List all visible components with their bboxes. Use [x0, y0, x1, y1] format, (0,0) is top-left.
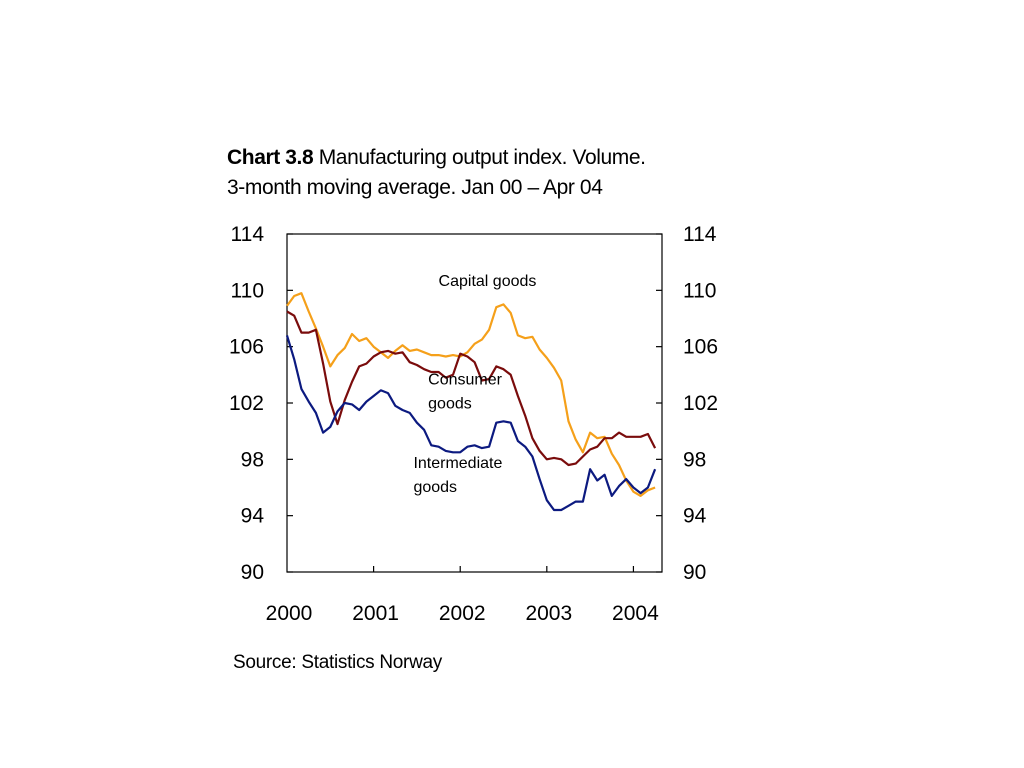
y-tick-label-left: 98	[241, 448, 264, 471]
y-tick-label-left: 106	[229, 336, 264, 359]
series-label: Consumer	[428, 372, 502, 389]
series-line-intermediate-goods	[285, 335, 657, 512]
y-tick-label-right: 102	[683, 392, 718, 415]
x-tick-label: 2004	[612, 602, 659, 625]
y-tick-label-right: 98	[683, 448, 706, 471]
y-tick-label-left: 110	[231, 279, 264, 302]
series-label: Capital goods	[439, 273, 537, 290]
x-tick-label: 2000	[266, 602, 313, 625]
y-tick-label-left: 102	[229, 392, 264, 415]
y-tick-label-right: 94	[683, 505, 707, 528]
series-line-capital-goods	[286, 292, 656, 497]
y-tick-label-left: 90	[241, 561, 264, 584]
y-tick-label-right: 114	[683, 223, 717, 246]
series-label: Intermediate	[413, 455, 502, 472]
chart-title: Chart 3.8 Manufacturing output index. Vo…	[227, 143, 747, 203]
x-tick-label: 2003	[525, 602, 572, 625]
y-tick-label-right: 110	[683, 279, 716, 302]
source-note: Source: Statistics Norway	[233, 652, 442, 673]
series-label: goods	[413, 479, 457, 496]
y-tick-label-right: 106	[683, 336, 718, 359]
x-tick-label: 2002	[439, 602, 486, 625]
x-tick-label: 2001	[352, 602, 399, 625]
y-tick-label-left: 114	[231, 223, 265, 246]
series-label: goods	[428, 396, 472, 413]
chart-subtitle: 3-month moving average. Jan 00 – Apr 04	[227, 176, 603, 199]
chart-title-text: Manufacturing output index. Volume.	[318, 146, 646, 169]
series-line-consumer-goods	[286, 310, 657, 467]
chart-number: Chart 3.8	[227, 146, 314, 169]
y-tick-label-left: 94	[241, 505, 265, 528]
y-tick-label-right: 90	[683, 561, 706, 584]
